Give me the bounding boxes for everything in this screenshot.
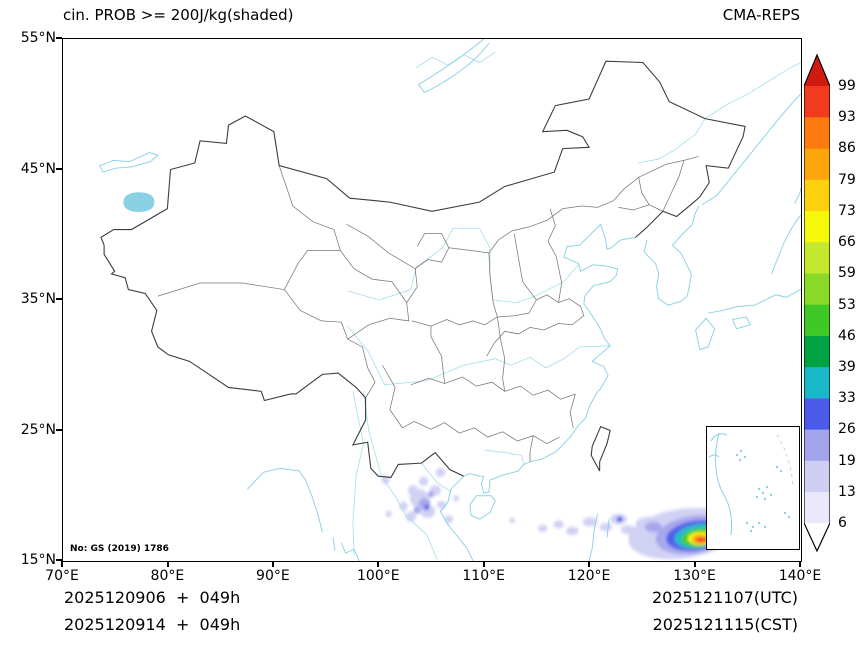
axis-tick <box>483 561 485 567</box>
figure-title: cin. PROB >= 200J/kg(shaded) <box>63 6 294 24</box>
axis-tick <box>56 429 62 431</box>
lat-tick-label: 15°N <box>20 552 56 568</box>
init-time-cst: 2025120914 + 049h <box>64 615 241 634</box>
colorbar-cell <box>804 117 830 149</box>
probability-shading <box>381 467 738 560</box>
colorbar-cell <box>804 273 830 305</box>
colorbar-tick-label: 33 <box>838 390 856 407</box>
colorbar-tick-label: 26 <box>838 421 856 438</box>
colorbar-cell <box>804 335 830 368</box>
colorbar-cell <box>804 242 830 274</box>
colorbar-tick-label: 19 <box>838 452 856 469</box>
lon-tick-label: 140°E <box>778 568 822 584</box>
colorbar-tick-label: 66 <box>838 234 856 251</box>
province-borders <box>158 156 699 461</box>
inset-map <box>708 432 794 536</box>
colorbar-tick-label: 53 <box>838 296 856 313</box>
valid-time-utc: 2025121107(UTC) <box>652 588 798 607</box>
axis-tick <box>272 561 274 567</box>
colorbar: 99 93 86 79 73 66 59 53 46 39 33 26 19 13 6 <box>804 48 860 582</box>
colorbar-cell <box>804 210 830 243</box>
rivers <box>348 52 801 560</box>
south-china-sea-inset <box>706 426 800 550</box>
axis-tick <box>167 561 169 567</box>
colorbar-tick-label: 99 <box>838 78 856 94</box>
colorbar-cell <box>804 460 830 492</box>
map-plot-area: No: GS (2019) 1786 <box>62 38 802 562</box>
colorbar-svg <box>804 53 830 553</box>
colorbar-under-arrow <box>804 523 830 551</box>
colorbar-cell <box>804 491 830 524</box>
colorbar-tick-label: 86 <box>838 140 856 157</box>
colorbar-tick-label: 46 <box>838 327 856 344</box>
axis-tick <box>56 168 62 170</box>
lat-tick-label: 55°N <box>20 30 56 46</box>
lat-tick-label: 25°N <box>20 421 56 438</box>
lon-tick-label: 90°E <box>256 568 290 584</box>
colorbar-tick-label: 13 <box>838 483 856 500</box>
lat-tick-label: 45°N <box>20 160 56 177</box>
lon-tick-label: 70°E <box>45 568 79 584</box>
colorbar-cell <box>804 148 830 180</box>
colorbar-tick-label: 79 <box>838 171 856 188</box>
country-border <box>101 61 745 477</box>
axis-tick <box>799 561 801 567</box>
lat-tick-label: 35°N <box>20 291 56 307</box>
lon-tick-label: 120°E <box>567 568 611 584</box>
axis-tick <box>377 561 379 567</box>
colorbar-tick-label: 6 <box>838 515 847 531</box>
colorbar-over-arrow <box>804 55 830 86</box>
axis-tick <box>56 37 62 39</box>
axis-tick <box>61 561 63 567</box>
colorbar-tick-label: 59 <box>838 265 856 282</box>
colorbar-cell <box>804 304 830 336</box>
coastlines <box>100 39 801 561</box>
model-label: CMA-REPS <box>722 6 800 24</box>
init-time-utc: 2025120906 + 049h <box>64 588 241 607</box>
axis-tick <box>588 561 590 567</box>
axis-tick <box>56 298 62 300</box>
colorbar-cell <box>804 398 830 430</box>
china-map <box>63 39 801 561</box>
lon-tick-label: 80°E <box>150 568 185 584</box>
colorbar-tick-label: 39 <box>838 358 856 375</box>
colorbar-cell <box>804 429 830 461</box>
valid-time-cst: 2025121115(CST) <box>652 615 798 634</box>
lon-tick-label: 130°E <box>673 568 716 584</box>
colorbar-cell <box>804 366 830 399</box>
axis-tick <box>694 561 696 567</box>
colorbar-tick-label: 93 <box>838 109 856 126</box>
axis-tick <box>56 559 62 561</box>
colorbar-cell <box>804 86 830 118</box>
colorbar-outline <box>804 53 830 553</box>
lon-tick-label: 100°E <box>357 568 400 584</box>
lon-tick-label: 110°E <box>462 568 505 584</box>
colorbar-tick-label: 73 <box>838 202 856 219</box>
map-license-note: No: GS (2019) 1786 <box>68 544 171 554</box>
colorbar-cell <box>804 179 830 212</box>
